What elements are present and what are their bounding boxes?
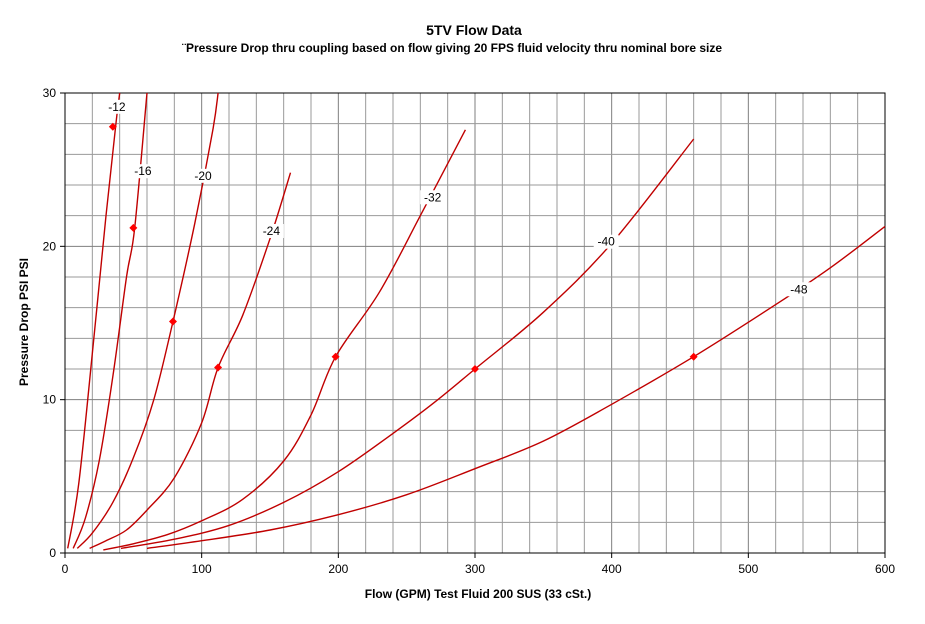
x-tick-label: 100: [192, 562, 212, 576]
x-axis-title: Flow (GPM) Test Fluid 200 SUS (33 cSt.): [365, 587, 591, 601]
curve-label-background: [258, 224, 284, 238]
series-line-dash20: [76, 92, 219, 549]
series-line-dash32: [103, 129, 467, 551]
curve-label-background: [593, 234, 619, 249]
y-tick-label: 10: [43, 393, 57, 407]
curve-label: -12: [108, 100, 126, 114]
curve-label: -32: [424, 190, 442, 204]
x-tick-label: 0: [62, 562, 69, 576]
series-line-dash24: [89, 172, 292, 550]
rated-flow-marker: [168, 317, 177, 326]
rated-flow-marker: [214, 363, 223, 372]
rated-flow-marker: [331, 352, 340, 361]
rated-flow-marker: [471, 365, 479, 373]
rated-flow-markers: [108, 122, 698, 373]
series-line-dash40: [120, 138, 695, 550]
chart-title: 5TV Flow Data: [426, 22, 522, 38]
curve-labels: -12 -16 -20 -24 -32 -40 -48: [104, 99, 812, 297]
curve-label: -24: [263, 224, 281, 238]
curve-label: -16: [134, 164, 152, 178]
x-tick-label: 300: [465, 562, 485, 576]
rated-flow-marker: [689, 352, 698, 361]
chart-subtitle: ¨Pressure Drop thru coupling based on fl…: [182, 41, 722, 55]
rated-flow-marker: [108, 122, 117, 131]
series-line-dash12: [67, 92, 121, 549]
rated-flow-marker: [129, 223, 138, 232]
curve-label: -20: [194, 169, 212, 183]
series-line-dash16: [72, 92, 148, 549]
flow-curves: [67, 92, 886, 551]
curve-label-background: [190, 168, 216, 183]
x-tick-label: 200: [328, 562, 348, 576]
y-tick-label: 0: [49, 546, 56, 560]
curve-label-background: [104, 99, 130, 114]
x-tick-label: 400: [602, 562, 622, 576]
plot-grid: [64, 92, 886, 554]
curve-label-background: [786, 282, 812, 297]
curve-label-background: [420, 190, 446, 205]
y-tick-label: 30: [43, 86, 57, 100]
x-tick-label: 500: [738, 562, 758, 576]
x-tick-label: 600: [875, 562, 895, 576]
curve-label: -40: [598, 235, 616, 249]
y-axis-title: Pressure Drop PSI PSI: [17, 258, 31, 386]
curve-label-background: [130, 164, 156, 179]
y-tick-label: 20: [43, 239, 57, 253]
axis-ticks: 0 100 200 300 400 500 600 0 10 20 30: [43, 86, 896, 576]
series-line-dash48: [146, 225, 886, 550]
curve-label: -48: [790, 282, 808, 296]
